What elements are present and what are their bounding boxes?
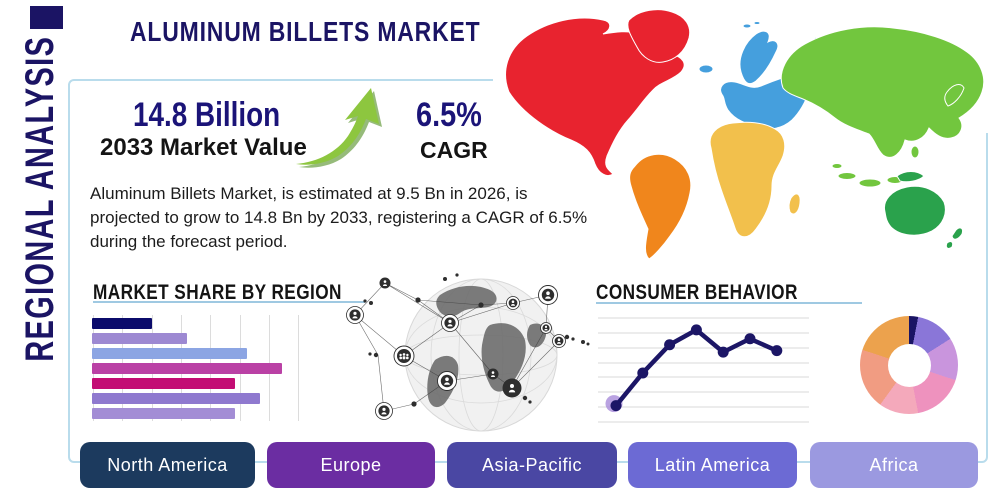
consumer-behavior-line-chart [596, 310, 811, 430]
market-share-bar [92, 348, 248, 359]
region-button-north-america[interactable]: North America [80, 442, 255, 488]
market-share-bar [92, 408, 235, 419]
market-share-bar [92, 318, 153, 329]
market-share-bar [92, 363, 283, 374]
region-button-europe[interactable]: Europe [267, 442, 435, 488]
region-button-asia-pacific[interactable]: Asia-Pacific [447, 442, 617, 488]
description-line-2: projected to grow to 14.8 Bn by 2033, re… [90, 208, 588, 227]
market-share-bar [92, 333, 188, 344]
map-south-america [629, 153, 692, 260]
growth-arrow-icon [293, 86, 383, 168]
description-line-1: Aluminum Billets Market, is estimated at… [90, 184, 528, 203]
consumer-behavior-underline [596, 302, 862, 304]
market-share-heading: MARKET SHARE BY REGION [93, 281, 342, 304]
donut-hole [887, 343, 931, 387]
bar-chart-gridline [298, 315, 299, 421]
map-north-america [505, 17, 685, 177]
panel-border-mask-right [983, 71, 1000, 133]
map-greenland [627, 9, 691, 63]
market-share-bar [92, 393, 260, 404]
map-australia [883, 171, 963, 249]
page-title: ALUMINUM BILLETS MARKET [130, 16, 481, 47]
map-africa [709, 121, 801, 238]
map-asia [780, 26, 985, 188]
market-share-bar [92, 378, 235, 389]
description-line-3: during the forecast period. [90, 232, 288, 251]
consumer-behavior-heading: CONSUMER BEHAVIOR [596, 281, 798, 304]
market-value-label: 2033 Market Value [100, 134, 307, 161]
market-share-underline [93, 301, 365, 303]
region-button-latin-america[interactable]: Latin America [628, 442, 797, 488]
cagr-label: CAGR [420, 137, 488, 163]
cagr-stat: 6.5% [416, 96, 482, 134]
corner-accent-block [30, 6, 63, 29]
market-description: Aluminum Billets Market, is estimated at… [90, 182, 610, 254]
regional-donut-chart [860, 316, 958, 414]
side-vertical-title: REGIONAL ANALYSIS [18, 35, 62, 362]
market-share-bar-chart [92, 315, 299, 421]
globe-network-graphic [340, 265, 590, 440]
region-button-africa[interactable]: Africa [810, 442, 978, 488]
world-map [495, 0, 1000, 270]
market-value-stat: 14.8 Billion [133, 96, 281, 134]
